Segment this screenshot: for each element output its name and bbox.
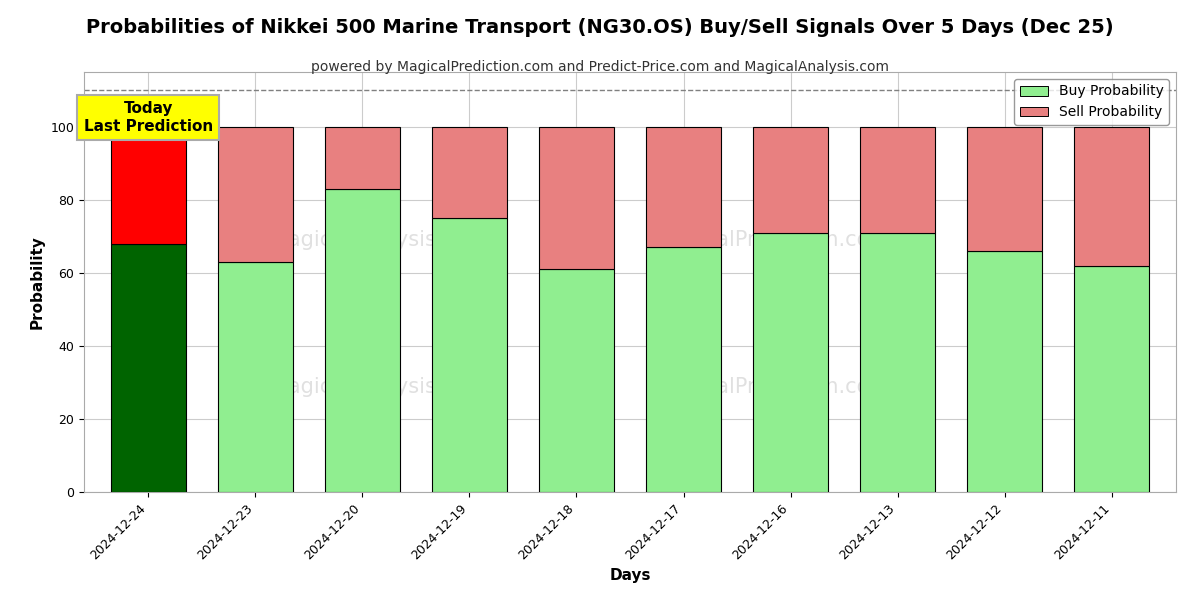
Bar [325,189,400,492]
Bar [432,127,506,218]
Bar [967,127,1042,251]
Text: MagicalPrediction.com: MagicalPrediction.com [655,230,889,250]
Bar [539,127,614,269]
Bar [110,244,186,492]
Bar [1074,127,1150,266]
Bar [110,127,186,244]
Text: MagicalAnalysis.com: MagicalAnalysis.com [270,377,487,397]
Bar [754,127,828,233]
Bar [218,127,293,262]
Y-axis label: Probability: Probability [30,235,44,329]
Text: Probabilities of Nikkei 500 Marine Transport (NG30.OS) Buy/Sell Signals Over 5 D: Probabilities of Nikkei 500 Marine Trans… [86,18,1114,37]
Bar [432,218,506,492]
Bar [325,127,400,189]
Text: powered by MagicalPrediction.com and Predict-Price.com and MagicalAnalysis.com: powered by MagicalPrediction.com and Pre… [311,60,889,74]
Bar [754,233,828,492]
X-axis label: Days: Days [610,568,650,583]
Legend: Buy Probability, Sell Probability: Buy Probability, Sell Probability [1014,79,1169,125]
Bar [1074,266,1150,492]
Bar [860,127,935,233]
Bar [646,247,721,492]
Text: Today
Last Prediction: Today Last Prediction [84,101,212,134]
Text: MagicalAnalysis.com: MagicalAnalysis.com [270,230,487,250]
Bar [218,262,293,492]
Bar [967,251,1042,492]
Text: MagicalPrediction.com: MagicalPrediction.com [655,377,889,397]
Bar [860,233,935,492]
Bar [539,269,614,492]
Bar [646,127,721,247]
